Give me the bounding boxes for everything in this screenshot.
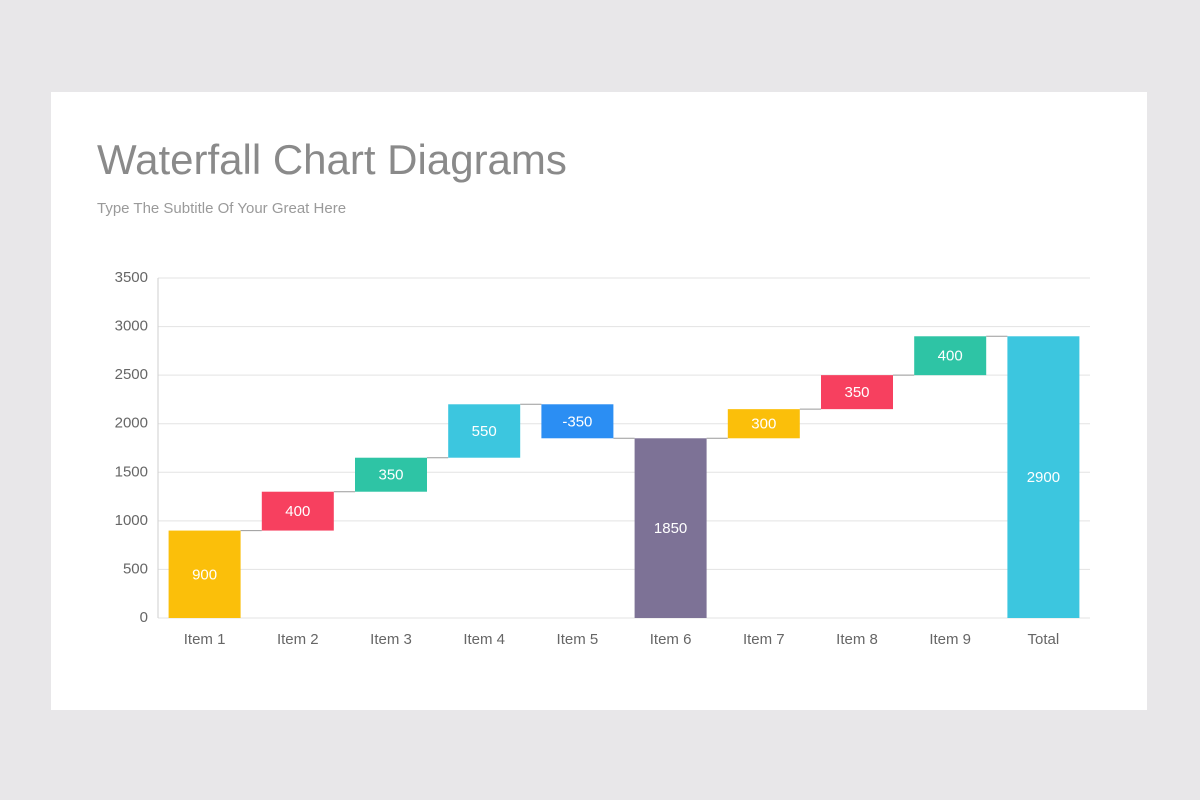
y-tick-label: 3500 [115, 269, 148, 286]
bar [355, 457, 427, 492]
x-tick-label: Item 7 [743, 631, 785, 648]
value-label: 300 [751, 416, 776, 433]
value-label: 2900 [1027, 469, 1060, 486]
value-label: 400 [938, 348, 963, 365]
value-label: 550 [472, 423, 497, 440]
chart-title: Waterfall Chart Diagrams [97, 136, 567, 183]
x-tick-label: Item 1 [184, 631, 226, 648]
y-tick-label: 2500 [115, 366, 148, 383]
y-tick-label: 1500 [115, 463, 148, 480]
value-label: 1850 [654, 520, 687, 537]
x-tick-label: Item 2 [277, 631, 319, 648]
x-tick-label: Item 6 [650, 631, 692, 648]
y-tick-label: 500 [123, 560, 148, 577]
bar [168, 530, 241, 618]
x-tick-label: Item 9 [929, 631, 971, 648]
value-label: 900 [192, 566, 217, 583]
chart-subtitle: Type The Subtitle Of Your Great Here [97, 200, 346, 217]
y-tick-label: 3000 [115, 318, 148, 335]
bar [448, 404, 521, 458]
bar [1007, 336, 1080, 618]
x-tick-label: Total [1028, 631, 1060, 648]
bar [541, 404, 614, 439]
y-tick-label: 2000 [115, 415, 148, 432]
value-label: 350 [378, 467, 403, 484]
x-tick-label: Item 5 [557, 631, 599, 648]
bar [634, 438, 707, 618]
bar [821, 375, 893, 410]
value-label: -350 [562, 413, 592, 430]
bar [727, 409, 800, 439]
bar [914, 336, 987, 376]
x-tick-label: Item 8 [836, 631, 878, 648]
value-label: 400 [285, 503, 310, 520]
y-tick-label: 1000 [115, 512, 148, 529]
x-tick-label: Item 4 [463, 631, 505, 648]
bar [261, 491, 334, 531]
y-tick-label: 0 [140, 609, 148, 626]
x-tick-label: Item 3 [370, 631, 412, 648]
value-label: 350 [844, 384, 869, 401]
